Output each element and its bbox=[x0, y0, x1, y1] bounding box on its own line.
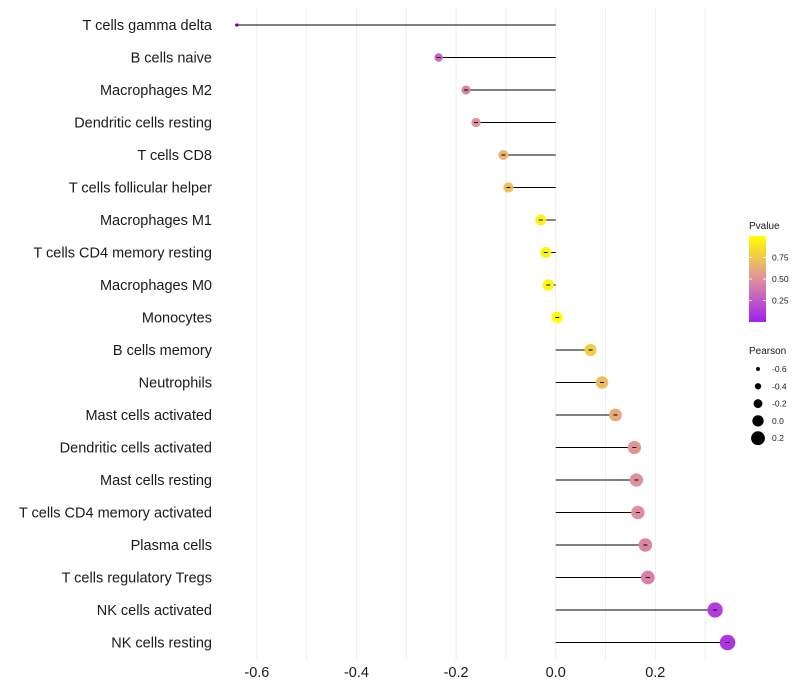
pearson-legend-label: -0.6 bbox=[772, 364, 787, 374]
y-category-label: Mast cells activated bbox=[85, 408, 212, 424]
pearson-legend-label: -0.4 bbox=[772, 381, 787, 391]
stem-layer bbox=[236, 24, 728, 643]
y-category-label: NK cells activated bbox=[97, 603, 212, 619]
y-category-label: T cells CD8 bbox=[137, 148, 212, 164]
pearson-legend-entries: -0.6 -0.4 -0.2 0.0 0.2 bbox=[751, 364, 787, 446]
pearson-legend-key bbox=[753, 399, 763, 409]
x-tick-label: 0.0 bbox=[546, 665, 566, 681]
x-tick-label: 0.2 bbox=[645, 665, 665, 681]
y-category-label: T cells gamma delta bbox=[83, 18, 213, 34]
pvalue-tick-label: 0.75 bbox=[772, 253, 789, 263]
pearson-legend-key bbox=[752, 415, 764, 427]
x-axis-ticks: -0.6 -0.4 -0.2 0.0 0.2 bbox=[244, 665, 665, 681]
pearson-legend-label: 0.0 bbox=[772, 416, 784, 426]
x-tick-label: -0.4 bbox=[344, 665, 369, 681]
y-category-label: Neutrophils bbox=[139, 376, 212, 392]
dot-layer bbox=[234, 23, 736, 651]
x-tick-label: -0.2 bbox=[444, 665, 469, 681]
pvalue-colorbar bbox=[749, 236, 766, 322]
pvalue-tick-label: 0.50 bbox=[772, 274, 789, 284]
y-category-label: Monocytes bbox=[142, 311, 212, 327]
y-category-label: Macrophages M2 bbox=[100, 83, 212, 99]
pvalue-legend-title: Pvalue bbox=[749, 221, 780, 232]
pearson-legend-title: Pearson bbox=[749, 346, 786, 357]
y-category-label: T cells CD4 memory activated bbox=[19, 506, 212, 522]
pearson-legend-label: -0.2 bbox=[772, 399, 787, 409]
y-category-label: Dendritic cells resting bbox=[74, 116, 212, 132]
y-category-label: T cells CD4 memory resting bbox=[33, 246, 212, 262]
y-category-label: Plasma cells bbox=[131, 538, 212, 554]
y-category-label: Macrophages M1 bbox=[100, 213, 212, 229]
grid-layer bbox=[256, 8, 706, 660]
y-axis-labels: T cells gamma delta B cells naive Macropha… bbox=[19, 18, 213, 652]
y-category-label: Macrophages M0 bbox=[100, 278, 212, 294]
pearson-legend-key bbox=[754, 383, 762, 390]
y-category-label: NK cells resting bbox=[111, 636, 212, 652]
pvalue-tick-label: 0.25 bbox=[772, 296, 789, 306]
pearson-legend-key bbox=[756, 367, 760, 371]
y-category-label: B cells naive bbox=[131, 51, 212, 67]
pvalue-legend: Pvalue 0.25 0.50 0.75 bbox=[749, 221, 789, 322]
x-tick-label: -0.6 bbox=[244, 665, 269, 681]
y-category-label: Mast cells resting bbox=[100, 473, 212, 489]
y-category-label: Dendritic cells activated bbox=[60, 441, 212, 457]
pearson-legend-label: 0.2 bbox=[772, 433, 784, 443]
y-category-label: B cells memory bbox=[113, 343, 213, 359]
y-category-label: T cells regulatory Tregs bbox=[62, 571, 212, 587]
pearson-legend: Pearson -0.6 -0.4 -0.2 0.0 0.2 bbox=[749, 346, 787, 446]
pvalue-legend-ticks: 0.25 0.50 0.75 bbox=[749, 253, 789, 306]
pearson-legend-key bbox=[751, 431, 765, 446]
y-category-label: T cells follicular helper bbox=[69, 181, 212, 197]
